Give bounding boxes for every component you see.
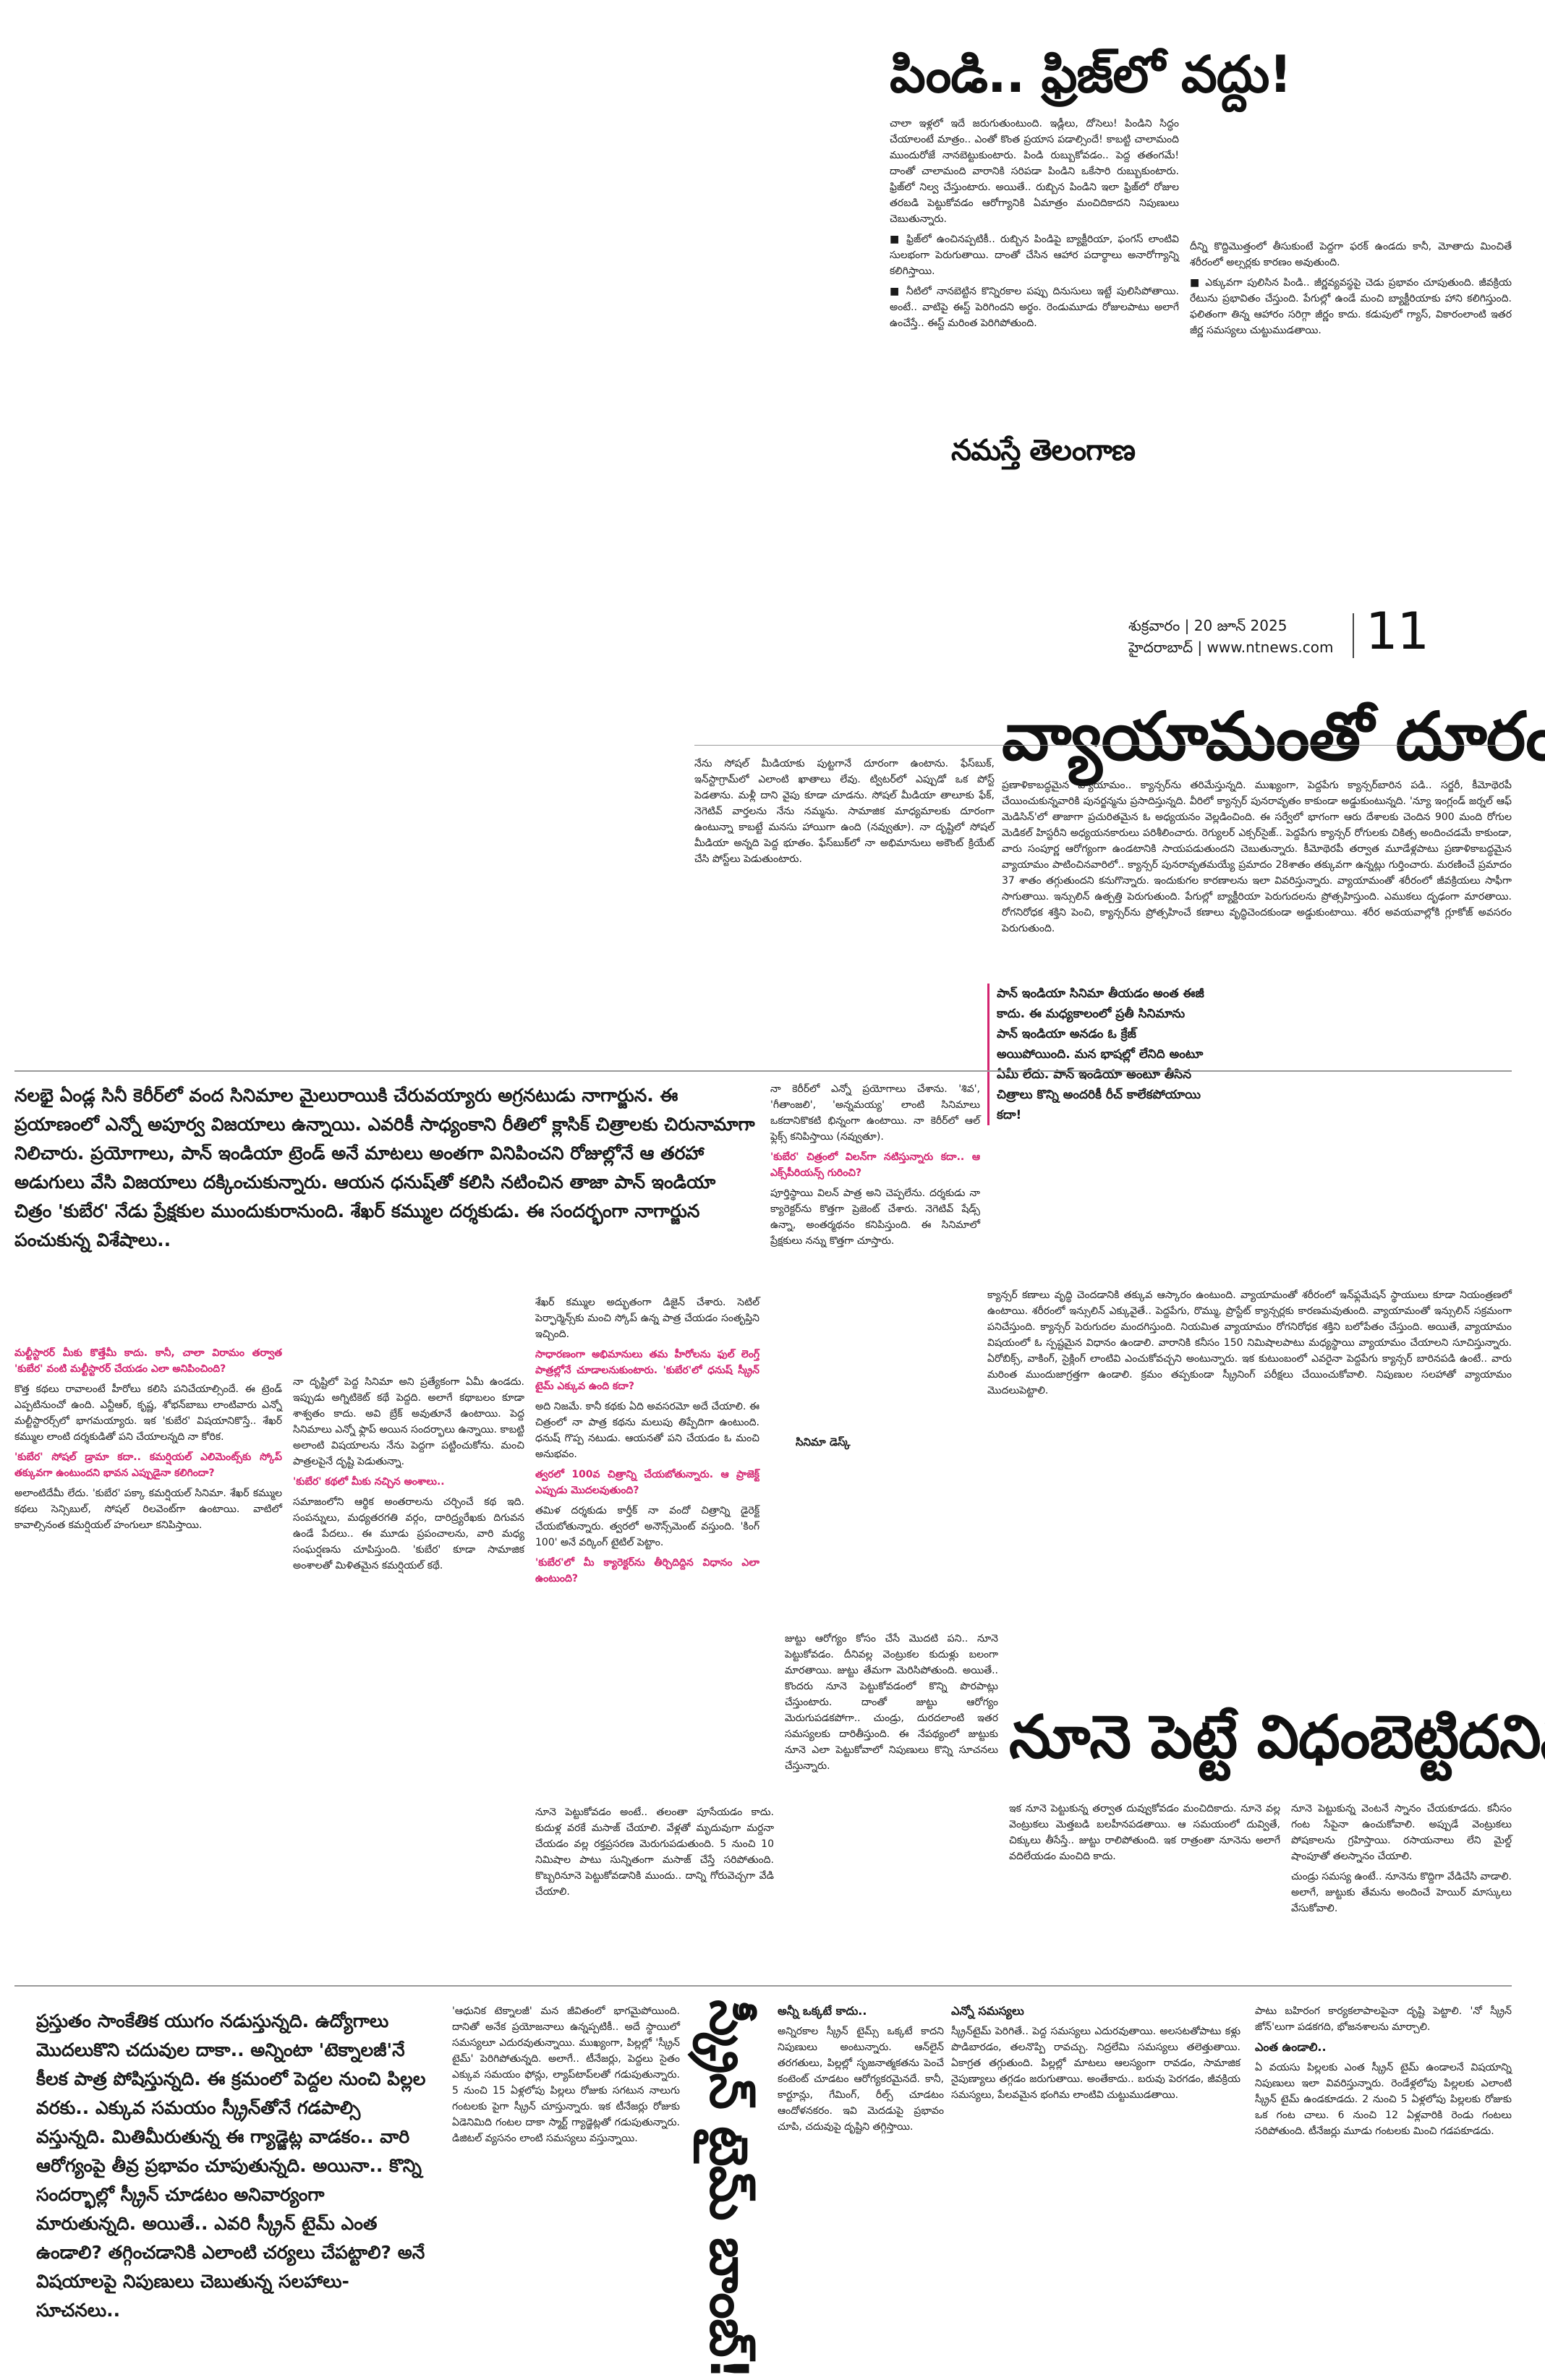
paragraph: ■ ఎక్కువగా పులిసిన పిండి.. జీర్ణవ్యవస్థప… (1190, 277, 1512, 336)
city-site: హైదరాబాద్ | www.ntnews.com (1128, 639, 1334, 656)
page-number: 11 (1366, 602, 1429, 661)
paragraph: దీన్ని కొద్దిమొత్తంలో తీసుకుంటే పెద్దగా … (1190, 241, 1512, 268)
text-column: ఇక నూనె పెట్టుకున్న తర్వాత దువ్వుకోవడం మ… (1009, 1801, 1280, 1869)
headline: స్క్రీన్ టైమ్ బాంబ్! (699, 2000, 759, 2380)
paragraph: సమాజంలోని ఆర్థిక అంతరాలను చర్చించే కథ ఇద… (293, 1496, 524, 1571)
text-column: దీన్ని కొద్దిమొత్తంలో తీసుకుంటే పెద్దగా … (1190, 239, 1512, 343)
interview-question: 'కుబేర'లో మీ క్యారెక్టర్‌ను తీర్చిదిద్ది… (535, 1557, 759, 1584)
paragraph: చుండ్రు సమస్య ఉంటే.. నూనెను కొద్దిగా వేడ… (1291, 1871, 1512, 1914)
text-column: మల్టీస్టారర్ మీకు కొత్తేమీ కాదు. కానీ, చ… (14, 1345, 282, 1537)
paragraph: నూనె పెట్టుకోవడం అంటే.. తలంతా పూసేయడం కా… (535, 1807, 774, 1898)
interview-question: 'కుబేర' చిత్రంలో విలన్‌గా నటిస్తున్నారు … (770, 1151, 980, 1179)
paragraph: ఏ వయసు పిల్లలకు ఎంత స్క్రీన్ టైమ్ ఉండాలన… (1255, 2062, 1512, 2137)
interview-question: మల్టీస్టారర్ మీకు కొత్తేమీ కాదు. కానీ, చ… (14, 1347, 282, 1375)
text-column: నా కెరీర్‌లో ఎన్నో ప్రయోగాలు చేశాను. 'శి… (770, 1081, 980, 1253)
pull-quote: పాన్ ఇండియా సినిమా తీయడం అంత ఈజీ కాదు. ఈ… (987, 984, 1204, 1125)
text-column: అన్నీ ఒక్కటే కాదు.. అన్నిరకాల స్క్రీన్ టై… (778, 2003, 944, 2139)
paragraph: కొత్త కథలు రావాలంటే హీరోలు కలిసి పనిచేయా… (14, 1383, 282, 1443)
text-column: క్యాన్సర్ కణాలు వృద్ధి చెందడానికి తక్కువ… (987, 1287, 1512, 1403)
rule (14, 1070, 1512, 1072)
paragraph: నేను సోషల్ మీడియాకు పుట్టగానే దూరంగా ఉంట… (694, 758, 995, 865)
text-column: శేఖర్ కమ్ముల అద్భుతంగా డిజైన్ చేశారు. సె… (535, 1295, 759, 1591)
text-column: నా దృష్టిలో పెద్ద సినిమా అని ప్రత్యేకంగా… (293, 1374, 524, 1578)
paragraph: అలాంటిదేమీ లేదు. 'కుబేర' పక్కా కమర్షియల్… (14, 1488, 282, 1531)
paragraph: నా కెరీర్‌లో ఎన్నో ప్రయోగాలు చేశాను. 'శి… (770, 1083, 980, 1143)
text-column: చాలా ఇళ్లలో ఇదే జరుగుతుంటుంది. ఇడ్లీలు, … (890, 116, 1179, 336)
paragraph: పూర్తిస్థాయి విలన్ పాత్ర అని చెప్పలేను. … (770, 1187, 980, 1247)
paragraph: పాటు బహిరంగ కార్యకలాపాలపైనా దృష్టి పెట్ట… (1255, 2005, 1512, 2033)
text-column: పాటు బహిరంగ కార్యకలాపాలపైనా దృష్టి పెట్ట… (1255, 2003, 1512, 2144)
headline: పిండి.. ఫ్రిజ్‌లో వద్దు! (890, 45, 1292, 104)
paragraph: చాలా ఇళ్లలో ఇదే జరుగుతుంటుంది. ఇడ్లీలు, … (890, 118, 1179, 225)
text-column: ఎన్నో సమస్యలు స్క్రీన్‌టైమ్ పెరిగితే.. పె… (951, 2003, 1240, 2107)
paragraph: ■ నీటిలో నానబెట్టిన కొన్నిరకాల పప్పు దిన… (890, 286, 1179, 329)
paragraph: క్యాన్సర్ కణాలు వృద్ధి చెందడానికి తక్కువ… (987, 1289, 1512, 1396)
paragraph: ■ ఫ్రిజ్‌లో ఉంచినప్పటికీ.. రుబ్బిన పిండి… (890, 234, 1179, 277)
text-column: 'ఆధునిక టెక్నాలజీ' మన జీవితంలో భాగమైపోయి… (452, 2003, 680, 2151)
dateline: శుక్రవారం | 20 జూన్ 2025 హైదరాబాద్ | www… (1128, 615, 1360, 658)
headline: నూనె పెట్టే విధంబెట్టిదనిన! (1009, 1703, 1545, 1772)
brand: నమస్తే తెలంగాణ (951, 434, 1136, 467)
paragraph: తమిళ దర్శకుడు కార్తీక్ నా వందో చిత్రాన్న… (535, 1505, 759, 1548)
paragraph: నా దృష్టిలో పెద్ద సినిమా అని ప్రత్యేకంగా… (293, 1376, 524, 1467)
paragraph: నూనె పెట్టుకున్న వెంటనే స్నానం చేయకూడదు.… (1291, 1803, 1512, 1862)
interview-question: త్వరలో 100వ చిత్రాన్ని చేయబోతున్నారు. ఆ … (535, 1469, 759, 1496)
rule (694, 745, 1512, 746)
paragraph: ఇక నూనె పెట్టుకున్న తర్వాత దువ్వుకోవడం మ… (1009, 1803, 1280, 1862)
subheading: ఎన్నో సమస్యలు (951, 2004, 1024, 2018)
paragraph: అన్నిరకాల స్క్రీన్ టైమ్స్ ఒక్కటే కాదని న… (778, 2026, 944, 2133)
interview-question: 'కుబేర' కథలో మీకు నచ్చిన అంశాలు.. (293, 1476, 445, 1488)
paragraph: జుట్టు ఆరోగ్యం కోసం చేసే మొదటి పని.. నూన… (785, 1633, 998, 1772)
subheading: ఎంత ఉండాలి.. (1255, 2040, 1327, 2054)
byline: సినిమా డెస్క్ (796, 1436, 851, 1449)
text-column: నూనె పెట్టుకోవడం అంటే.. తలంతా పూసేయడం కా… (535, 1804, 774, 1904)
paragraph: శేఖర్ కమ్ముల అద్భుతంగా డిజైన్ చేశారు. సె… (535, 1297, 759, 1340)
paragraph: అది నిజమే. కానీ కథకు ఏది అవసరమో అదే చేయా… (535, 1401, 759, 1460)
rule (14, 1985, 1512, 1987)
headline: వ్యాయామంతో దూరం! (1002, 698, 1545, 775)
text-column: జుట్టు ఆరోగ్యం కోసం చేసే మొదటి పని.. నూన… (785, 1631, 998, 1778)
interview-question: 'కుబేర' సోషల్ డ్రామా కదా.. కమర్షియల్ ఎలి… (14, 1451, 282, 1479)
text-column: ప్రణాళికాబద్ధమైన వ్యాయామం.. క్యాన్సర్‌ను… (1002, 777, 1512, 941)
text-column: నేను సోషల్ మీడియాకు పుట్టగానే దూరంగా ఉంట… (694, 756, 995, 871)
intro: నలభై ఏండ్ల సినీ కెరీర్‌లో వంద సినిమాల మై… (14, 1085, 755, 1250)
text-column: నూనె పెట్టుకున్న వెంటనే స్నానం చేయకూడదు.… (1291, 1801, 1512, 1921)
paragraph: 'ఆధునిక టెక్నాలజీ' మన జీవితంలో భాగమైపోయి… (452, 2005, 680, 2144)
subheading: అన్నీ ఒక్కటే కాదు.. (778, 2004, 867, 2018)
divider (1353, 613, 1354, 658)
intro: ప్రస్తుతం సాంకేతిక యుగం నడుస్తున్నది. ఉద… (36, 2010, 426, 2321)
paragraph: స్క్రీన్‌టైమ్ పెరిగితే.. పెద్ద సమస్యలు ఎ… (951, 2026, 1240, 2101)
day-date: శుక్రవారం | 20 జూన్ 2025 (1128, 617, 1288, 634)
interview-question: సాధారణంగా అభిమానులు తమ హీరోలను ఫుల్ లెంగ… (535, 1349, 759, 1392)
paragraph: ప్రణాళికాబద్ధమైన వ్యాయామం.. క్యాన్సర్‌ను… (1002, 780, 1512, 934)
